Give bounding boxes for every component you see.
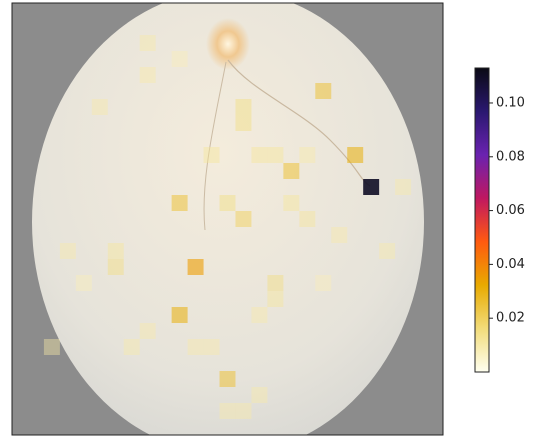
- heatmap-cell: [251, 387, 268, 403]
- heatmap-cell: [219, 403, 236, 419]
- heatmap-cell: [267, 147, 284, 163]
- heatmap-cell: [187, 339, 204, 355]
- heatmap-cell: [171, 307, 188, 323]
- heatmap-cell: [139, 323, 156, 339]
- heatmap-cell: [315, 275, 332, 291]
- heatmap-cell: [203, 147, 220, 163]
- heatmap-cell: [139, 67, 156, 83]
- heatmap-cell: [235, 115, 252, 131]
- colorbar-tick-label: 0.06: [496, 203, 525, 218]
- colorbar-frame: [474, 67, 490, 373]
- heatmap-cell: [171, 195, 188, 211]
- plot-frame: [11, 2, 444, 436]
- heatmap-cell: [315, 83, 332, 99]
- heatmap-cell: [91, 99, 108, 115]
- fundus-image: [12, 3, 443, 435]
- heatmap-cell: [43, 339, 60, 355]
- heatmap-cell: [283, 163, 300, 179]
- heatmap-cell: [299, 147, 316, 163]
- heatmap-cell: [347, 147, 364, 163]
- heatmap-cell: [299, 211, 316, 227]
- colorbar-tick-label: 0.10: [496, 95, 525, 110]
- heatmap-cell: [203, 339, 220, 355]
- heatmap-cell: [219, 371, 236, 387]
- heatmap-cell: [59, 243, 76, 259]
- heatmap-cell: [379, 243, 396, 259]
- heatmap-cell: [235, 403, 252, 419]
- colorbar: [475, 68, 489, 372]
- heatmap-cell: [235, 211, 252, 227]
- heatmap-cell: [75, 275, 92, 291]
- heatmap-cell: [123, 339, 140, 355]
- heatmap-cell: [363, 179, 380, 195]
- heatmap-cell: [395, 179, 412, 195]
- heatmap-cell: [267, 291, 284, 307]
- colorbar-tick-label: 0.02: [496, 311, 525, 326]
- colorbar-tick-label: 0.04: [496, 257, 525, 272]
- heatmap-cell: [107, 243, 124, 259]
- heatmap-cell: [219, 195, 236, 211]
- heatmap-cell: [187, 259, 204, 275]
- heatmap-cell: [267, 275, 284, 291]
- colorbar-tick-label: 0.08: [496, 149, 525, 164]
- heatmap-cell: [139, 35, 156, 51]
- heatmap-cell: [171, 51, 188, 67]
- heatmap-cell: [235, 99, 252, 115]
- heatmap-cell: [251, 307, 268, 323]
- heatmap-cell: [283, 195, 300, 211]
- heatmap-cell: [107, 259, 124, 275]
- heatmap-cell: [251, 147, 268, 163]
- heatmap-cell: [331, 227, 348, 243]
